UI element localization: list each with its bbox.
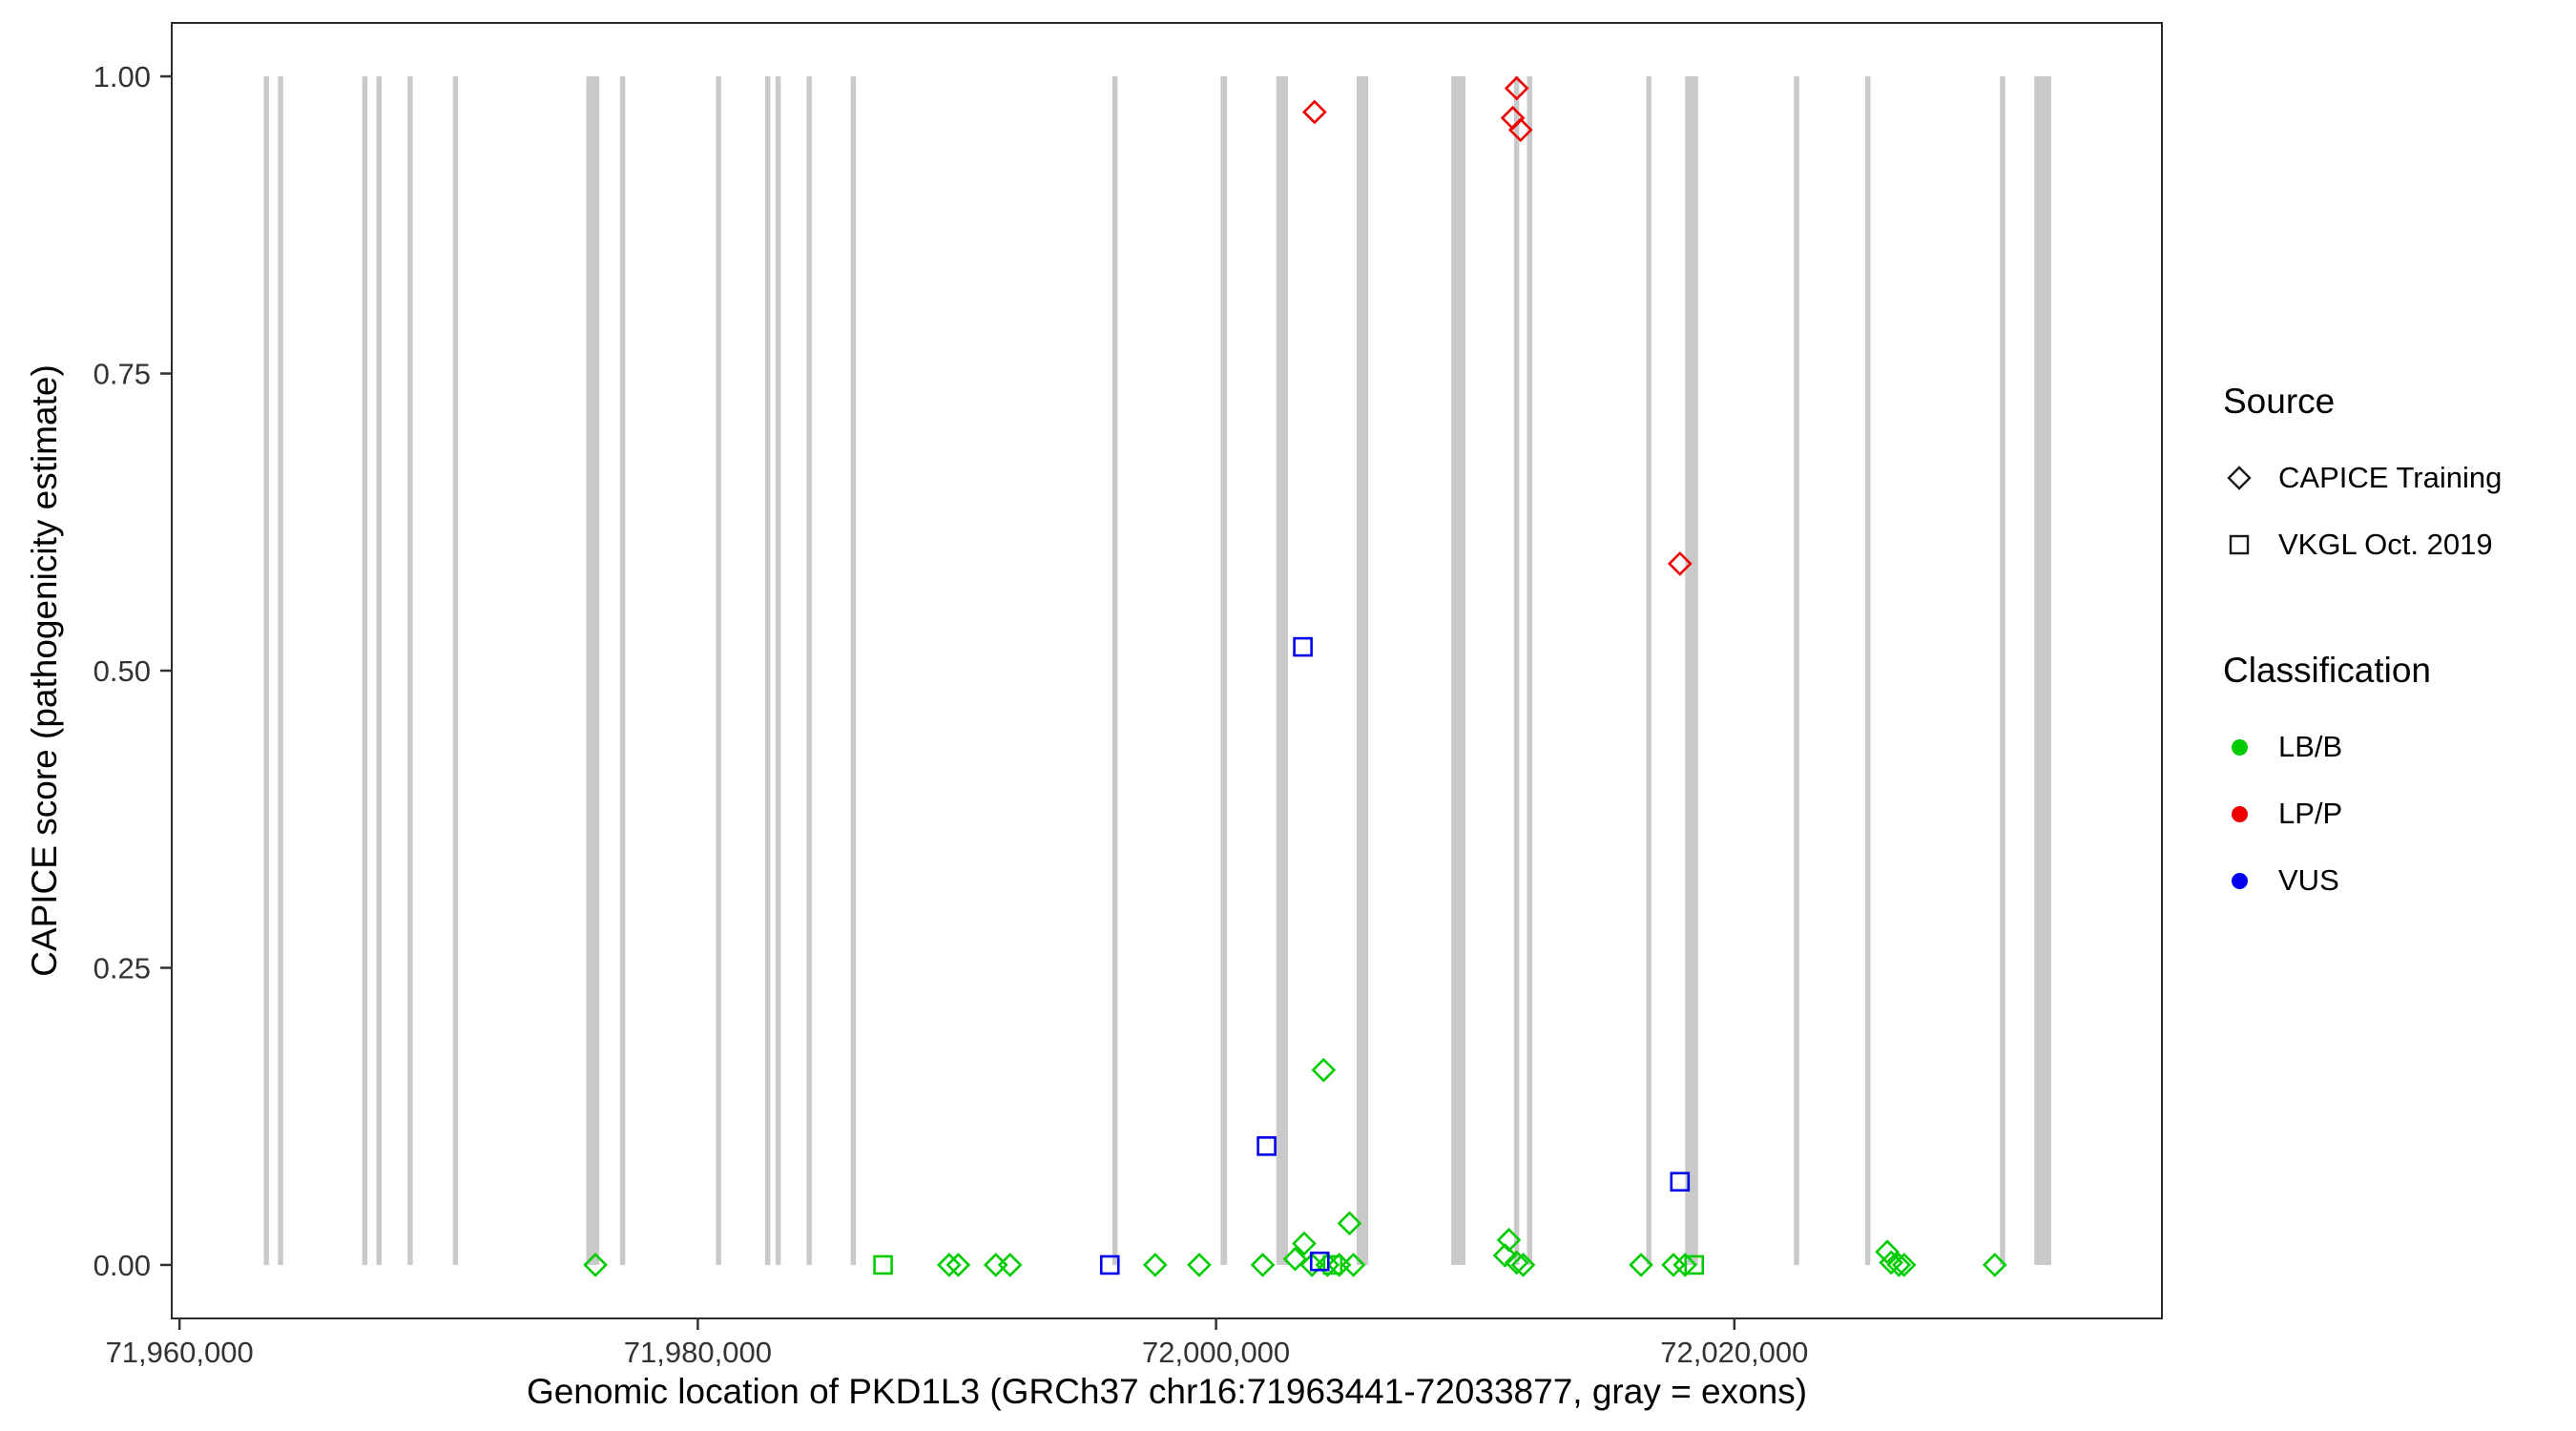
data-point-diamond — [1510, 1253, 1536, 1277]
legend-color-dot — [2231, 872, 2248, 889]
data-point-diamond — [1886, 1253, 1912, 1277]
data-point-diamond — [583, 1253, 608, 1277]
data-point-diamond — [1301, 99, 1327, 125]
x-tick-label: 71,960,000 — [106, 1336, 254, 1369]
x-tick-label: 72,020,000 — [1660, 1336, 1808, 1369]
data-point-diamond — [1250, 1253, 1276, 1277]
y-tick-label: 1.00 — [93, 60, 151, 93]
data-point-diamond — [1507, 117, 1533, 142]
exon-bar — [278, 76, 283, 1265]
data-point-square — [1684, 1255, 1705, 1275]
exon-bar — [407, 76, 413, 1265]
data-point-diamond — [1337, 1211, 1362, 1236]
data-point-square — [1309, 1251, 1330, 1272]
legend-item-lpp: LP/P — [2223, 780, 2502, 847]
exon-bar — [2034, 76, 2051, 1265]
data-point-square — [1257, 1136, 1277, 1156]
exon-bar — [619, 76, 626, 1265]
legend-color-dot — [2231, 738, 2248, 756]
exon-bar — [850, 76, 857, 1265]
exon-bar — [1111, 76, 1118, 1265]
data-point-diamond — [1667, 551, 1693, 576]
data-point-diamond — [997, 1253, 1023, 1277]
plot-panel — [172, 23, 2162, 1318]
data-point-diamond — [1504, 75, 1529, 101]
data-point-diamond — [1496, 1227, 1522, 1253]
data-point-diamond — [937, 1253, 962, 1277]
square-marker-icon — [2223, 529, 2255, 561]
data-point-diamond — [1282, 1246, 1308, 1272]
exon-bar — [764, 76, 771, 1265]
exon-bar — [1646, 76, 1652, 1265]
data-point-square — [873, 1255, 893, 1275]
data-point-square — [1670, 1172, 1691, 1192]
legend-item-vkgl: VKGL Oct. 2019 — [2223, 511, 2502, 578]
legend-source-section: Source CAPICE Training VKGL Oct. 2019 — [2223, 382, 2502, 578]
data-point-diamond — [1891, 1253, 1917, 1277]
exon-bar — [1513, 76, 1520, 1265]
exon-bar — [1527, 76, 1532, 1265]
data-point-diamond — [1315, 1253, 1340, 1277]
exon-bar — [1794, 76, 1799, 1265]
exon-bar — [2000, 76, 2005, 1265]
legend-source-title: Source — [2223, 382, 2336, 421]
exon-bar — [1865, 76, 1871, 1265]
y-tick-label: 0.25 — [93, 951, 151, 985]
y-tick-label: 0.00 — [93, 1249, 151, 1282]
legend-item-label: VUS — [2278, 863, 2339, 897]
exon-bar — [263, 76, 269, 1265]
data-point-diamond — [1629, 1253, 1653, 1277]
data-point-diamond — [1187, 1253, 1212, 1277]
legend-item-label: LP/P — [2278, 797, 2343, 830]
y-tick-label: 0.75 — [93, 358, 151, 391]
exon-bar — [376, 76, 383, 1265]
data-point-diamond — [1142, 1253, 1168, 1277]
legend-item-vus: VUS — [2223, 847, 2502, 914]
exon-bar — [586, 76, 600, 1265]
data-point-diamond — [1875, 1239, 1900, 1265]
exon-bar — [775, 76, 781, 1265]
legend-classification-title: Classification — [2223, 651, 2431, 690]
data-point-square — [1322, 1255, 1343, 1275]
diamond-marker-icon — [2223, 462, 2255, 494]
legend-item-label: VKGL Oct. 2019 — [2278, 528, 2493, 561]
data-point-diamond — [1492, 1243, 1518, 1268]
data-point-diamond — [1311, 1057, 1337, 1083]
data-point-diamond — [1982, 1253, 2007, 1277]
exon-bar — [452, 76, 459, 1265]
data-point-diamond — [1672, 1253, 1698, 1277]
legend-item-label: LB/B — [2278, 730, 2343, 763]
legend-color-dot — [2231, 805, 2248, 822]
legend: Source CAPICE Training VKGL Oct. 2019 — [2223, 382, 2502, 986]
legend-item-label: CAPICE Training — [2278, 461, 2503, 494]
data-point-diamond — [1504, 1250, 1529, 1275]
exon-bar — [1451, 76, 1466, 1265]
exon-bar — [1685, 76, 1698, 1265]
x-tick-label: 71,980,000 — [624, 1336, 772, 1369]
exon-bar — [1276, 76, 1288, 1265]
data-point-square — [1293, 636, 1313, 657]
exon-bar — [806, 76, 812, 1265]
x-axis-title: Genomic location of PKD1L3 (GRCh37 chr16… — [526, 1372, 1808, 1411]
exon-bar — [1356, 76, 1369, 1265]
data-point-square — [1099, 1255, 1120, 1275]
exon-bar — [716, 76, 721, 1265]
y-tick-label: 0.50 — [93, 654, 151, 688]
legend-item-lbb: LB/B — [2223, 714, 2502, 780]
exon-bar — [1220, 76, 1228, 1265]
exon-bar — [362, 76, 368, 1265]
data-point-diamond — [1661, 1253, 1686, 1277]
legend-classification-section: Classification LB/B LP/P VUS — [2223, 651, 2502, 914]
legend-item-capice-training: CAPICE Training — [2223, 445, 2502, 511]
data-point-diamond — [1292, 1231, 1317, 1256]
data-point-diamond — [945, 1253, 971, 1277]
data-point-diamond — [1340, 1253, 1366, 1277]
y-axis-title: CAPICE score (pathogenicity estimate) — [25, 364, 64, 977]
x-tick-label: 72,000,000 — [1142, 1336, 1290, 1369]
